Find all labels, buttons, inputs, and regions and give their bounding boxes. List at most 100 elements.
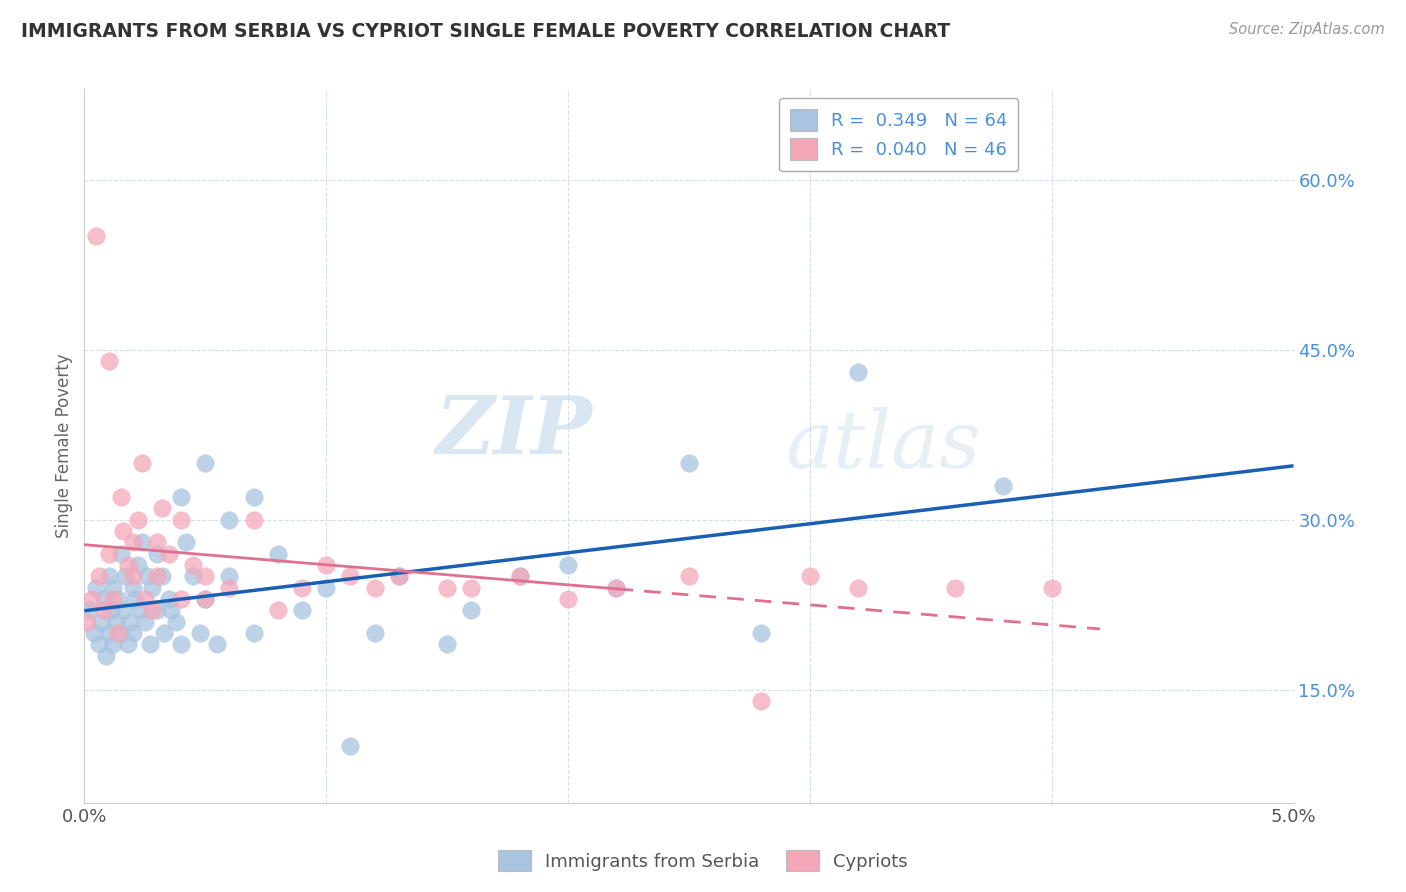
Point [165, 615, 187, 629]
Point [218, 581, 240, 595]
Point [110, 490, 132, 504]
Point [103, 637, 125, 651]
Point [509, 569, 531, 583]
Point [107, 626, 129, 640]
Point [97, 569, 120, 583]
Point [846, 365, 869, 379]
Point [557, 591, 579, 606]
Point [799, 569, 821, 583]
Point [77, 603, 100, 617]
Point [174, 535, 197, 549]
Point [121, 569, 143, 583]
Point [120, 615, 142, 629]
Point [218, 513, 240, 527]
Point [146, 603, 169, 617]
Point [146, 535, 169, 549]
Point [100, 603, 122, 617]
Point [388, 569, 411, 583]
Point [460, 581, 482, 595]
Point [509, 569, 531, 583]
Point [86, 229, 108, 244]
Point [114, 569, 136, 583]
Point [86, 581, 108, 595]
Point [87, 569, 110, 583]
Point [121, 626, 143, 640]
Point [112, 524, 135, 538]
Point [121, 581, 143, 595]
Point [194, 591, 217, 606]
Point [121, 535, 143, 549]
Point [153, 626, 176, 640]
Point [242, 513, 264, 527]
Point [103, 581, 125, 595]
Point [141, 581, 163, 595]
Point [146, 569, 169, 583]
Point [93, 591, 115, 606]
Point [117, 558, 139, 572]
Point [388, 569, 411, 583]
Point [339, 569, 361, 583]
Point [436, 637, 458, 651]
Point [751, 626, 773, 640]
Text: ZIP: ZIP [436, 393, 592, 470]
Point [339, 739, 361, 754]
Point [131, 535, 153, 549]
Point [943, 581, 966, 595]
Point [1040, 581, 1063, 595]
Point [146, 547, 169, 561]
Point [218, 569, 240, 583]
Point [97, 354, 120, 368]
Point [267, 547, 290, 561]
Point [751, 694, 773, 708]
Y-axis label: Single Female Poverty: Single Female Poverty [55, 354, 73, 538]
Point [134, 615, 156, 629]
Point [134, 591, 156, 606]
Point [129, 603, 152, 617]
Point [93, 603, 115, 617]
Point [194, 569, 217, 583]
Point [112, 603, 135, 617]
Text: IMMIGRANTS FROM SERBIA VS CYPRIOT SINGLE FEMALE POVERTY CORRELATION CHART: IMMIGRANTS FROM SERBIA VS CYPRIOT SINGLE… [21, 22, 950, 41]
Point [150, 569, 173, 583]
Point [157, 591, 180, 606]
Point [170, 513, 193, 527]
Point [993, 478, 1015, 492]
Point [557, 558, 579, 572]
Point [127, 513, 149, 527]
Point [170, 490, 193, 504]
Point [103, 591, 125, 606]
Point [460, 603, 482, 617]
Point [131, 456, 153, 470]
Legend: R =  0.349   N = 64, R =  0.040   N = 46: R = 0.349 N = 64, R = 0.040 N = 46 [779, 98, 1018, 171]
Point [124, 591, 146, 606]
Point [94, 648, 117, 663]
Text: atlas: atlas [786, 408, 981, 484]
Point [678, 569, 700, 583]
Point [127, 558, 149, 572]
Point [150, 501, 173, 516]
Point [110, 547, 132, 561]
Point [605, 581, 627, 595]
Point [181, 569, 204, 583]
Point [107, 591, 129, 606]
Point [136, 569, 159, 583]
Point [678, 456, 700, 470]
Point [190, 626, 212, 640]
Point [160, 603, 183, 617]
Point [207, 637, 229, 651]
Point [363, 581, 385, 595]
Point [157, 547, 180, 561]
Point [87, 637, 110, 651]
Point [117, 637, 139, 651]
Point [97, 626, 120, 640]
Point [363, 626, 385, 640]
Point [76, 615, 98, 629]
Point [104, 615, 127, 629]
Point [90, 615, 112, 629]
Point [267, 603, 290, 617]
Point [291, 581, 314, 595]
Point [83, 626, 105, 640]
Point [170, 637, 193, 651]
Point [291, 603, 314, 617]
Point [436, 581, 458, 595]
